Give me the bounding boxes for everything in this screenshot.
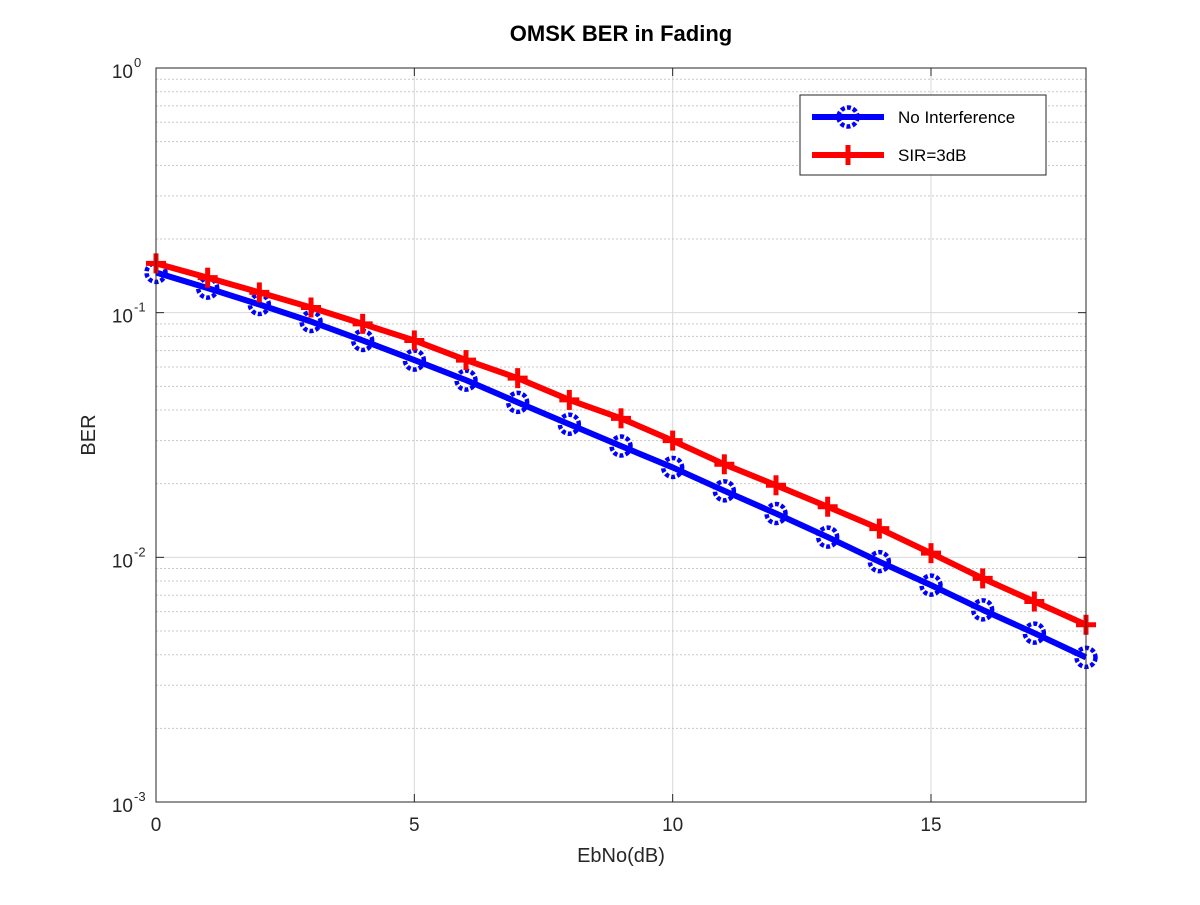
data-point bbox=[454, 368, 478, 392]
data-point bbox=[869, 518, 890, 539]
data-point bbox=[507, 368, 528, 389]
svg-text:-1: -1 bbox=[134, 300, 146, 315]
x-tick-label: 10 bbox=[662, 815, 683, 836]
x-tick-label: 0 bbox=[151, 815, 162, 836]
data-point bbox=[505, 390, 530, 415]
y-tick-label: 10 -2 bbox=[112, 544, 146, 572]
data-point bbox=[919, 573, 943, 597]
data-point bbox=[559, 389, 580, 410]
svg-text:10: 10 bbox=[112, 307, 133, 328]
data-point bbox=[1022, 621, 1047, 645]
x-tick-label: 5 bbox=[409, 815, 420, 836]
svg-text:-3: -3 bbox=[134, 789, 146, 804]
legend-item: SIR=3dB bbox=[812, 145, 967, 165]
legend-item: No Interference bbox=[812, 105, 1015, 129]
data-point bbox=[712, 479, 737, 503]
data-point bbox=[662, 430, 683, 451]
data-point bbox=[609, 434, 633, 458]
legend: No Interference SIR=3dB bbox=[799, 94, 1047, 176]
svg-text:10: 10 bbox=[112, 796, 133, 817]
legend-label: No Interference bbox=[898, 108, 1015, 127]
data-point bbox=[714, 454, 735, 475]
data-point bbox=[402, 348, 427, 372]
data-point bbox=[970, 598, 995, 622]
data-point bbox=[660, 455, 685, 480]
data-point bbox=[972, 568, 993, 589]
plot-frame bbox=[155, 67, 1087, 803]
svg-text:10: 10 bbox=[112, 551, 133, 572]
chart-title: OMSK BER in Fading bbox=[510, 21, 732, 46]
data-point bbox=[352, 313, 373, 334]
data-point bbox=[456, 350, 476, 371]
data-point bbox=[766, 475, 786, 496]
svg-text:-2: -2 bbox=[134, 544, 146, 559]
legend-label: SIR=3dB bbox=[898, 146, 967, 165]
legend-marker bbox=[838, 145, 858, 165]
y-tick-label: 10 -1 bbox=[112, 300, 146, 328]
svg-text:10: 10 bbox=[112, 62, 133, 83]
data-point bbox=[921, 543, 941, 564]
data-point bbox=[815, 525, 840, 549]
data-point bbox=[404, 330, 425, 351]
y-axis-label: BER bbox=[78, 414, 100, 455]
svg-text:0: 0 bbox=[134, 55, 141, 70]
data-point bbox=[557, 412, 582, 436]
series-line bbox=[155, 269, 1088, 661]
legend-marker bbox=[836, 105, 860, 129]
data-point bbox=[197, 267, 218, 288]
x-tick-label: 15 bbox=[920, 815, 941, 836]
x-axis-label: EbNo(dB) bbox=[577, 845, 665, 867]
data-point bbox=[817, 496, 838, 517]
grid bbox=[155, 68, 1086, 803]
data-point bbox=[867, 549, 892, 574]
data-point bbox=[249, 282, 270, 303]
data-point bbox=[764, 501, 788, 526]
y-tick-label: 10 0 bbox=[112, 55, 141, 83]
series-layer bbox=[144, 253, 1098, 670]
data-point bbox=[301, 297, 321, 318]
y-tick-label: 10 -3 bbox=[112, 789, 146, 817]
data-point bbox=[1024, 591, 1045, 612]
data-point bbox=[611, 408, 631, 429]
